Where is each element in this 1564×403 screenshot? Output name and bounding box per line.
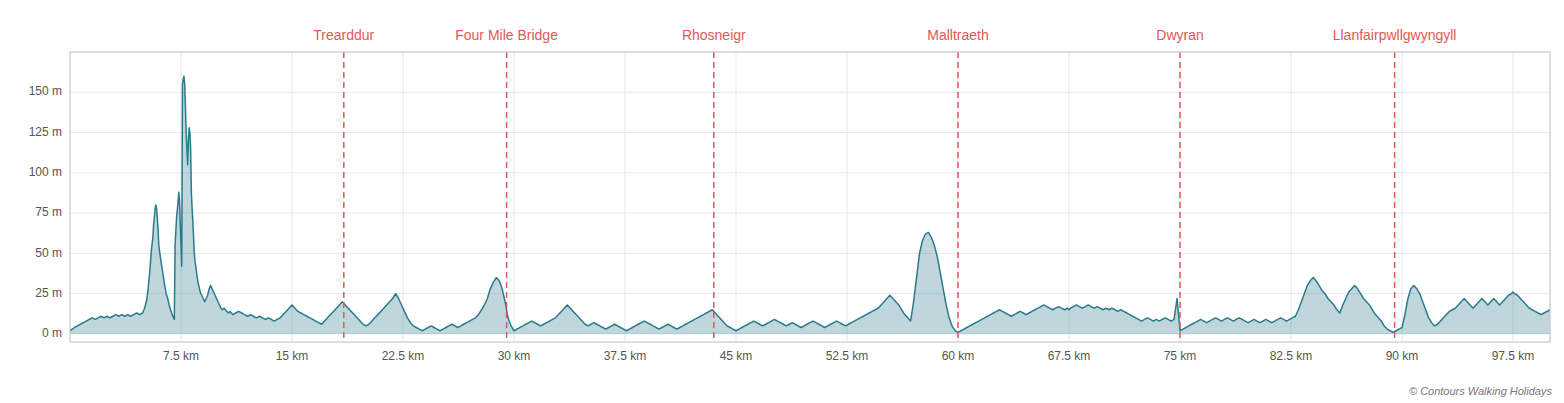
x-grid-line [847,52,848,342]
elevation-line [70,76,1550,332]
x-tick-label: 30 km [498,349,531,363]
x-grid-line [625,52,626,342]
waypoint-label: Four Mile Bridge [455,27,558,43]
waypoint-line [957,52,959,342]
x-tick-label: 82.5 km [1270,349,1313,363]
x-tick-label: 45 km [720,349,753,363]
axes: 0 m 25 m 50 m 75 m 100 m 125 m 150 m 7.5 km 15 k… [29,84,1535,363]
x-tick-label: 75 km [1164,349,1197,363]
x-tick-label: 15 km [276,349,309,363]
waypoint-label: Malltraeth [927,27,988,43]
waypoint-label: Rhosneigr [682,27,746,43]
x-tick-label: 37.5 km [604,349,647,363]
x-grid-line [736,52,737,342]
y-tick-label: 25 m [35,286,62,300]
y-tick-label: 150 m [29,84,62,98]
y-tick-label: 75 m [35,205,62,219]
plot-frame [70,52,1550,342]
caption: © Contours Walking Holidays [1409,385,1553,397]
y-tick-label: 125 m [29,125,62,139]
x-tick-label: 67.5 km [1048,349,1091,363]
x-tick-label: 90 km [1386,349,1419,363]
x-grid-line [514,52,515,342]
page: {"chart_data": { "type": "area", "color"… [0,0,1564,403]
x-grid-line [403,52,404,342]
x-grid-line [958,52,959,342]
waypoint-label: Llanfairpwllgwyngyll [1333,27,1457,43]
plot-area [70,52,1550,342]
waypoint-line [713,52,715,342]
x-grid-line [1291,52,1292,342]
x-tick-label: 22.5 km [382,349,425,363]
waypoint-line [1179,52,1181,342]
x-grid-line [1180,52,1181,342]
grid [70,52,1550,342]
x-tick-label: 7.5 km [163,349,199,363]
x-tick-label: 52.5 km [826,349,869,363]
waypoint-line [343,52,345,342]
y-tick-label: 100 m [29,165,62,179]
x-grid-line [1069,52,1070,342]
x-tick-label: 97.5 km [1492,349,1535,363]
waypoint-line [1394,52,1396,342]
chart: 0 m 25 m 50 m 75 m 100 m 125 m 150 m 7.5 km 15 k… [0,0,1564,403]
y-tick-label: 50 m [35,246,62,260]
y-tick-label: 0 m [42,326,62,340]
x-grid-line [1402,52,1403,342]
waypoint-label: Trearddur [313,27,374,43]
elevation-area [70,76,1550,334]
x-grid-line [292,52,293,342]
x-tick-label: 60 km [942,349,975,363]
waypoint-label: Dwyran [1156,27,1203,43]
waypoint-line [506,52,508,342]
